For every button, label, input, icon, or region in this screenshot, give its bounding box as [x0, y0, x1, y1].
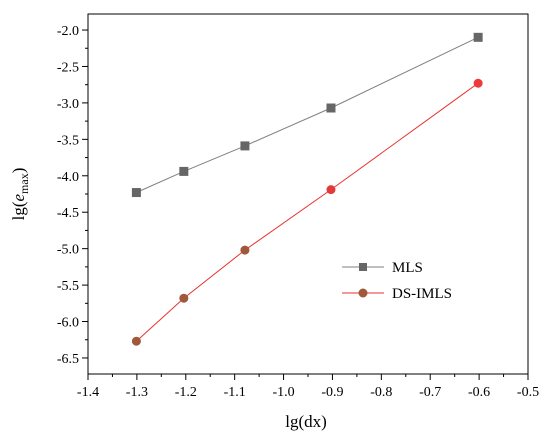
series-1-point [131, 336, 141, 346]
x-tick-label: -1.4 [77, 385, 99, 400]
series-layer [131, 32, 483, 346]
y-tick-label: -6.5 [57, 352, 79, 367]
series-1-point [179, 293, 189, 303]
y-tick-label: -6.0 [57, 316, 79, 331]
series-1-point [240, 245, 250, 255]
y-tick-label: -3.5 [57, 133, 79, 148]
x-tick-label: -1.1 [224, 385, 246, 400]
x-tick-label: -1.2 [175, 385, 197, 400]
series-0-point [131, 188, 141, 198]
y-tick-label: -2.0 [57, 24, 79, 39]
y-tick-label: -4.5 [57, 206, 79, 221]
legend-label-ds-imls: DS-IMLS [392, 286, 452, 302]
series-0-point [326, 103, 336, 113]
series-1-point [326, 185, 336, 195]
series-line-1 [136, 82, 479, 342]
legend-marker-mls [359, 263, 367, 271]
legend: MLS DS-IMLS [342, 260, 452, 302]
legend-marker-ds-imls [358, 288, 368, 298]
x-tick-label: -0.8 [370, 385, 392, 400]
y-tick-label: -2.5 [57, 60, 79, 75]
series-0-point [179, 166, 189, 176]
y-axis-title-italic: e [9, 194, 28, 202]
series-0-point [240, 141, 250, 151]
y-axis-title-subscript: max [17, 173, 31, 194]
series-1-point [473, 78, 483, 88]
y-tick-label: -5.0 [57, 243, 79, 258]
x-tick-label: -0.7 [419, 385, 441, 400]
x-tick-label: -0.5 [517, 385, 539, 400]
x-tick-label: -0.9 [321, 385, 343, 400]
y-axis-title-suffix: ) [9, 168, 28, 174]
legend-label-mls: MLS [392, 260, 423, 276]
axis-ticks: -1.4 -1.3 -1.2 -1.1 -1.0 -0.9 -0.8 -0.7 -0.6 -0.5… [57, 24, 539, 400]
y-tick-label: -3.0 [57, 97, 79, 112]
y-tick-label: -5.5 [57, 279, 79, 294]
y-tick-label: -4.0 [57, 170, 79, 185]
x-tick-label: -1.3 [126, 385, 148, 400]
series-0-point [473, 32, 483, 42]
y-axis-title-prefix: lg( [9, 201, 28, 220]
x-axis-title: lg(dx) [285, 412, 327, 431]
y-axis-title: lg(emax) [9, 168, 31, 221]
x-tick-label: -1.0 [272, 385, 294, 400]
plot-frame [87, 13, 529, 375]
x-tick-label: -0.6 [468, 385, 490, 400]
